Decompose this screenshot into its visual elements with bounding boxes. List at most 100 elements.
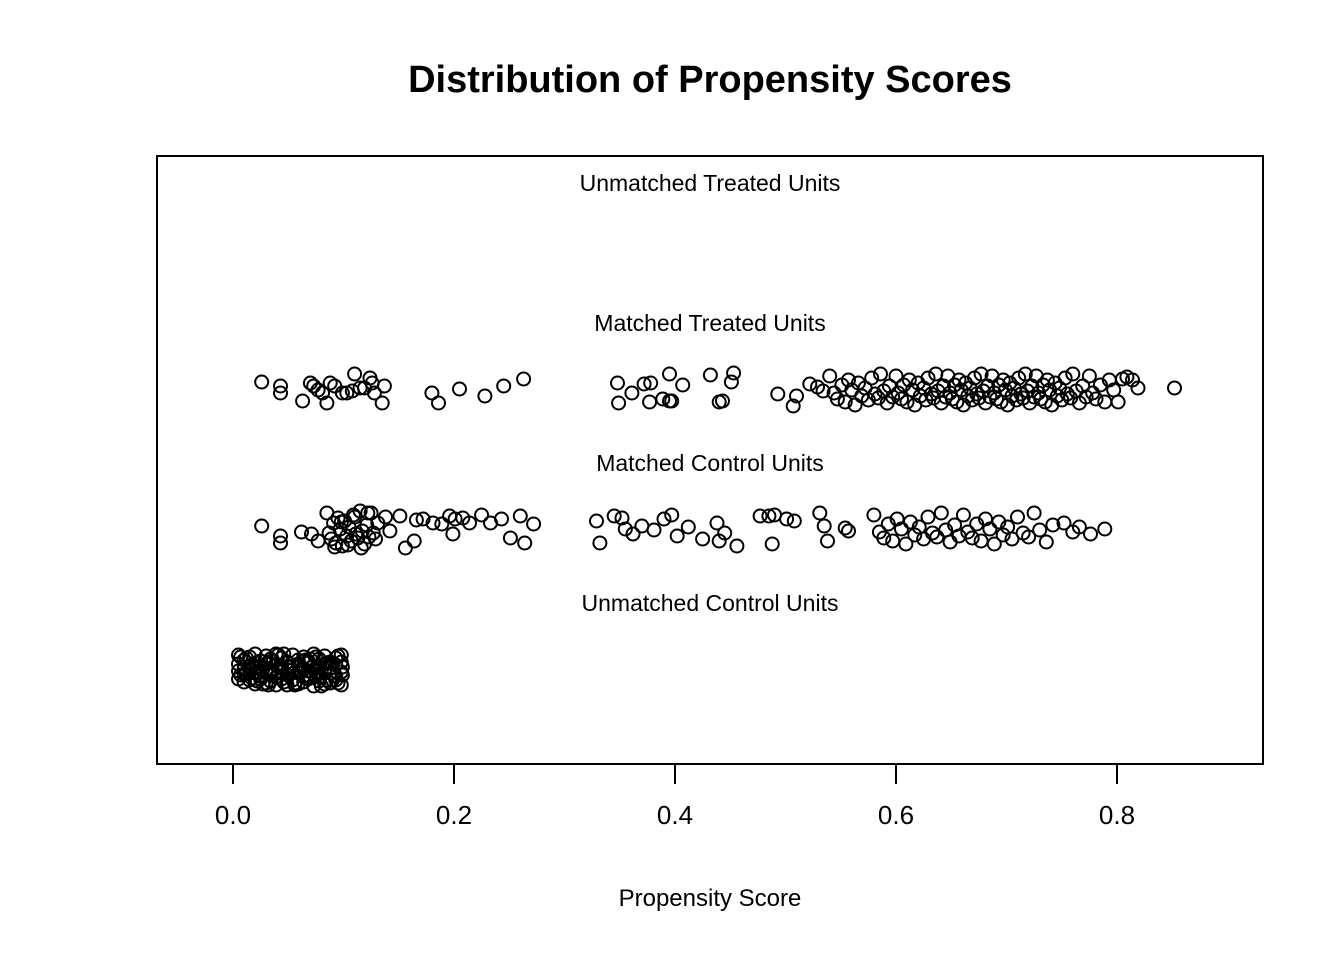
data-point xyxy=(265,663,281,679)
data-point xyxy=(764,536,780,552)
data-point xyxy=(294,524,309,540)
x-tick-label-2: 0.4 xyxy=(656,800,694,830)
data-point xyxy=(1021,529,1037,545)
data-point xyxy=(238,650,254,666)
data-point xyxy=(1039,372,1055,388)
data-point xyxy=(655,391,671,407)
group-label-matched-treated: Matched Treated Units xyxy=(594,310,826,336)
x-axis-title: Propensity Score xyxy=(618,885,802,912)
data-point xyxy=(802,376,818,392)
data-point xyxy=(592,535,608,551)
data-point xyxy=(1167,380,1182,396)
data-point xyxy=(276,674,292,690)
data-point xyxy=(273,385,288,401)
data-point xyxy=(334,385,350,401)
data-point xyxy=(816,518,832,534)
data-point xyxy=(642,394,658,410)
data-point xyxy=(907,527,923,543)
data-point xyxy=(273,535,288,551)
data-point xyxy=(374,395,390,411)
data-point xyxy=(960,388,976,404)
data-point xyxy=(1097,394,1113,410)
chart-title: Distribution of Propensity Scores xyxy=(408,59,1012,101)
data-point xyxy=(812,505,828,521)
data-point xyxy=(353,540,369,556)
data-point xyxy=(789,388,804,404)
data-point xyxy=(864,370,880,386)
data-point xyxy=(899,394,915,410)
data-point xyxy=(625,526,641,542)
data-point xyxy=(408,512,424,528)
data-point xyxy=(611,395,627,411)
data-point xyxy=(233,667,249,683)
data-point xyxy=(1032,522,1048,538)
data-point xyxy=(991,514,1007,530)
data-point xyxy=(334,659,350,675)
data-point xyxy=(334,667,350,683)
data-point xyxy=(761,508,777,524)
data-point xyxy=(347,509,363,525)
data-point xyxy=(1017,366,1033,382)
data-point xyxy=(867,386,883,402)
data-point xyxy=(1088,391,1104,407)
data-point xyxy=(876,530,892,546)
plot-frame xyxy=(156,155,1264,765)
data-point xyxy=(643,375,659,391)
data-point xyxy=(302,375,318,391)
data-point xyxy=(664,393,680,409)
x-tick-label-0: 0.0 xyxy=(214,800,252,830)
data-point xyxy=(425,515,441,531)
data-point xyxy=(820,533,835,549)
data-point xyxy=(434,516,450,532)
data-point xyxy=(260,677,276,693)
data-point xyxy=(1071,519,1087,535)
data-point xyxy=(829,391,845,407)
data-point xyxy=(589,513,604,529)
data-point xyxy=(502,530,518,546)
data-point xyxy=(695,531,711,547)
group-label-unmatched-control: Unmatched Control Units xyxy=(581,590,839,616)
data-point xyxy=(1083,526,1098,542)
data-point xyxy=(606,508,622,524)
data-point xyxy=(933,505,949,521)
data-point xyxy=(273,528,288,544)
data-point xyxy=(873,366,888,382)
data-point xyxy=(392,508,408,524)
data-point xyxy=(995,527,1011,543)
data-point xyxy=(517,535,533,551)
data-point xyxy=(361,529,377,545)
data-point xyxy=(327,378,343,394)
data-point xyxy=(617,521,633,537)
data-point xyxy=(1059,386,1075,402)
data-point xyxy=(254,518,270,534)
data-point xyxy=(885,533,901,549)
data-point xyxy=(715,393,730,409)
data-point xyxy=(624,385,640,401)
data-point xyxy=(866,507,882,523)
x-tick-label-1: 0.2 xyxy=(435,800,473,830)
data-point xyxy=(752,508,768,524)
group-label-unmatched-treated: Unmatched Treated Units xyxy=(579,170,841,196)
data-point xyxy=(447,511,463,527)
data-point xyxy=(928,366,944,382)
data-point xyxy=(1056,515,1072,531)
data-point xyxy=(1097,521,1113,537)
data-point xyxy=(378,509,393,525)
data-point xyxy=(675,377,691,393)
data-point xyxy=(431,395,446,411)
data-point xyxy=(339,528,355,544)
data-point xyxy=(920,370,936,386)
data-point xyxy=(319,395,335,411)
data-point xyxy=(901,372,917,388)
data-point xyxy=(664,507,680,523)
data-point xyxy=(287,677,303,693)
data-point xyxy=(273,378,288,394)
data-point xyxy=(973,533,989,549)
data-point xyxy=(526,516,542,532)
data-point xyxy=(512,508,528,524)
data-point xyxy=(729,538,745,554)
data-point xyxy=(1038,534,1054,550)
data-point xyxy=(1045,517,1061,533)
data-point xyxy=(324,656,340,672)
